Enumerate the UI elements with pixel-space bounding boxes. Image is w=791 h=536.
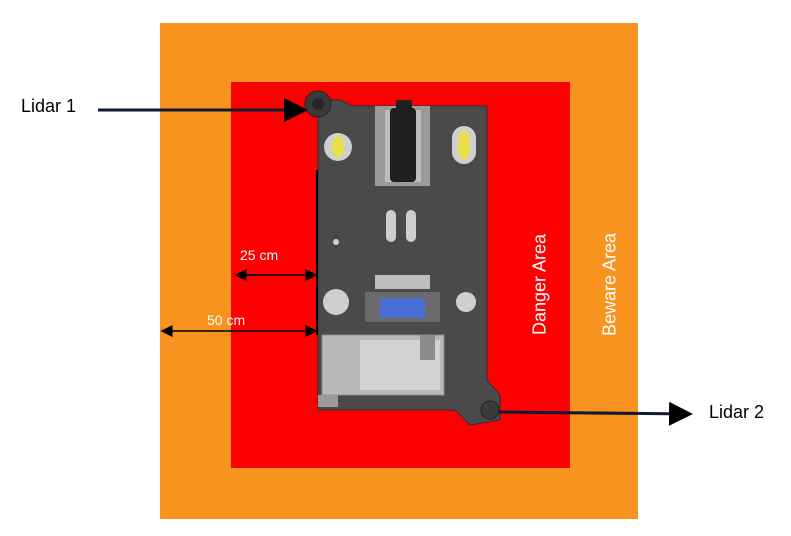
center-sensor-block bbox=[380, 298, 425, 318]
lidar2-sensor bbox=[480, 400, 500, 420]
danger-area-label: Danger Area bbox=[529, 233, 550, 336]
dim-50cm-label: 50 cm bbox=[207, 312, 246, 328]
lidar2-label: Lidar 2 bbox=[709, 402, 765, 422]
wheel-top-left bbox=[324, 133, 352, 161]
top-drive-unit bbox=[390, 108, 416, 182]
lidar1-label: Lidar 1 bbox=[21, 96, 77, 116]
beware-area-label: Beware Area bbox=[599, 232, 620, 337]
lidar2-pointer-arrow bbox=[497, 401, 693, 426]
dim-25cm-label: 25 cm bbox=[240, 247, 279, 263]
wheel-top-right bbox=[452, 126, 476, 164]
